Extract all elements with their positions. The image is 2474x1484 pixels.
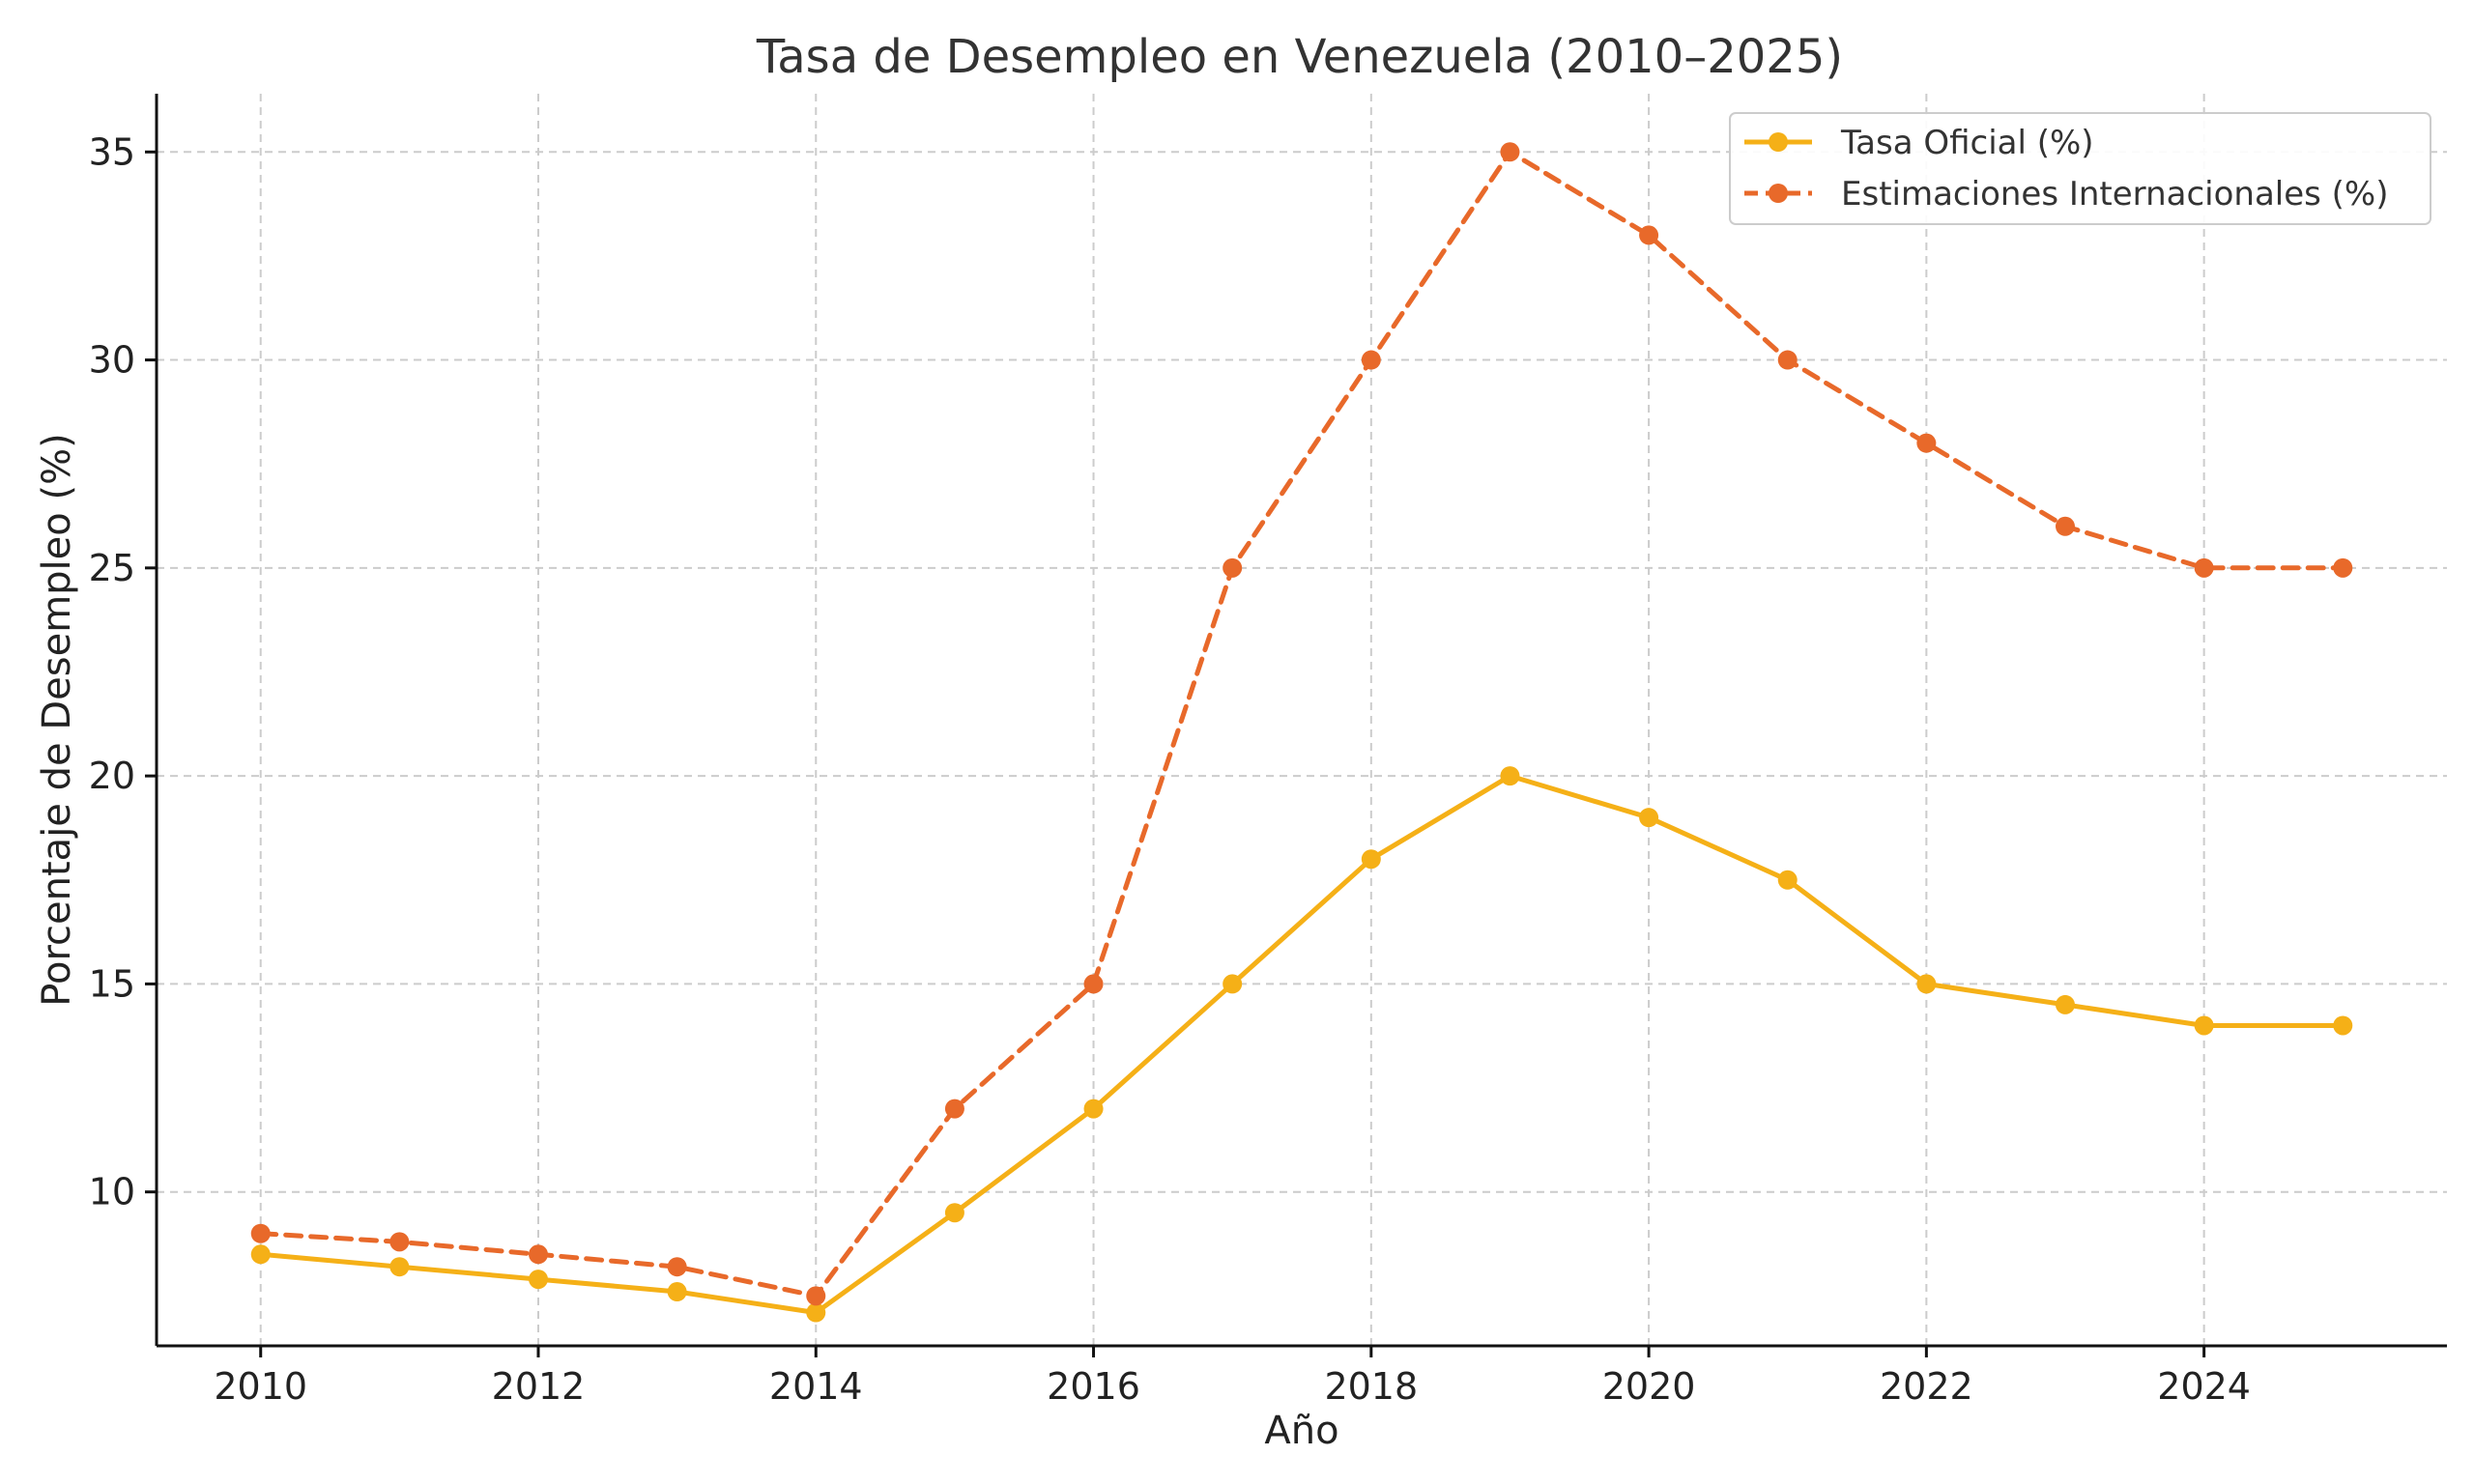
x-axis-label: Año [1264, 1409, 1338, 1453]
grid [157, 94, 2447, 1346]
data-point-estimaciones-internacionales-2016 [1083, 974, 1104, 994]
data-point-tasa-oficial-2015 [944, 1203, 964, 1223]
data-point-tasa-oficial-2023 [2056, 994, 2075, 1014]
data-point-tasa-oficial-2013 [667, 1282, 687, 1302]
y-tick-label-15: 15 [89, 962, 135, 1005]
data-point-estimaciones-internacionales-2019 [1500, 142, 1520, 162]
x-tick-label-2018: 2018 [1324, 1365, 1418, 1408]
data-point-estimaciones-internacionales-2025 [2333, 557, 2353, 578]
data-point-estimaciones-internacionales-2024 [2194, 557, 2214, 578]
data-point-tasa-oficial-2017 [1223, 974, 1243, 994]
series-line-tasa-oficial [258, 773, 2345, 1316]
data-point-estimaciones-internacionales-2014 [806, 1286, 826, 1306]
data-point-estimaciones-internacionales-2013 [667, 1257, 687, 1277]
data-point-estimaciones-internacionales-2022 [1916, 433, 1937, 453]
y-tick-label-25: 25 [89, 547, 135, 589]
y-tick-label-30: 30 [89, 339, 135, 382]
data-point-estimaciones-internacionales-2012 [529, 1244, 548, 1265]
x-tick-label-2012: 2012 [492, 1365, 586, 1408]
y-tick-label-20: 20 [89, 755, 135, 797]
data-point-estimaciones-internacionales-2017 [1223, 557, 1243, 578]
legend-label-tasa-oficial: Tasa Oficial (%) [1840, 124, 2094, 162]
data-point-estimaciones-internacionales-2015 [944, 1099, 964, 1119]
legend-swatch-marker-estimaciones [1769, 184, 1788, 203]
legend-box [1729, 112, 2431, 225]
y-axis-label: Porcentaje de Desempleo (%) [35, 433, 79, 1006]
plot-series [250, 142, 2353, 1323]
data-point-tasa-oficial-2022 [1916, 974, 1937, 994]
data-point-tasa-oficial-2012 [529, 1270, 548, 1290]
legend-label-estimaciones: Estimaciones Internacionales (%) [1841, 175, 2389, 214]
data-point-estimaciones-internacionales-2018 [1361, 350, 1381, 370]
data-point-tasa-oficial-2025 [2333, 1015, 2353, 1036]
x-tick-label-2020: 2020 [1602, 1365, 1696, 1408]
data-point-tasa-oficial-2021 [1777, 870, 1798, 890]
data-point-tasa-oficial-2010 [250, 1244, 271, 1265]
y-tick-label-35: 35 [89, 130, 135, 173]
x-tick-label-2016: 2016 [1047, 1365, 1140, 1408]
data-point-estimaciones-internacionales-2020 [1639, 225, 1659, 245]
data-point-tasa-oficial-2019 [1500, 766, 1520, 786]
data-point-tasa-oficial-2024 [2194, 1015, 2214, 1036]
data-point-estimaciones-internacionales-2023 [2056, 516, 2075, 536]
data-point-tasa-oficial-2011 [389, 1257, 410, 1277]
x-tick-label-2010: 2010 [214, 1365, 307, 1408]
chart-title: Tasa de Desempleo en Venezuela (2010–202… [756, 30, 1843, 84]
data-point-tasa-oficial-2014 [806, 1302, 826, 1323]
y-tick-label-10: 10 [89, 1171, 135, 1213]
x-tick-label-2022: 2022 [1880, 1365, 1973, 1408]
x-tick-label-2014: 2014 [769, 1365, 863, 1408]
x-tick-label-2024: 2024 [2157, 1365, 2251, 1408]
legend: Tasa Oficial (%) Estimaciones Internacio… [1729, 112, 2431, 225]
tick-labels: 2010 2012 2014 2016 2018 2020 2022 2024 10 15 20 25… [89, 130, 2251, 1408]
data-point-estimaciones-internacionales-2021 [1777, 350, 1798, 370]
data-point-estimaciones-internacionales-2010 [250, 1223, 271, 1243]
data-point-tasa-oficial-2020 [1639, 808, 1659, 828]
data-point-tasa-oficial-2018 [1361, 849, 1381, 870]
axes [145, 94, 2447, 1357]
data-point-tasa-oficial-2016 [1083, 1099, 1104, 1119]
data-point-estimaciones-internacionales-2011 [389, 1232, 410, 1252]
series-line-estimaciones-internacionales [258, 149, 2345, 1298]
legend-swatch-marker-tasa-oficial [1769, 132, 1788, 152]
